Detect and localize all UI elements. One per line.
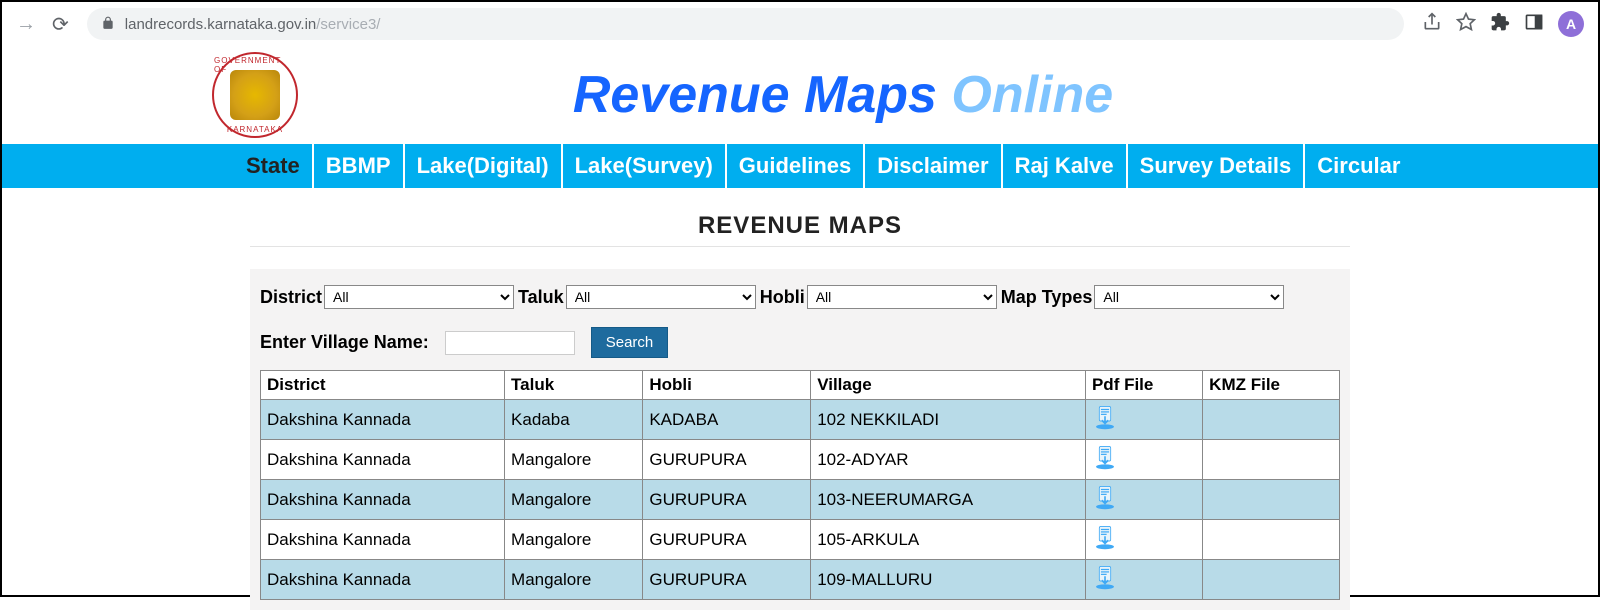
kmz-cell xyxy=(1203,400,1340,440)
address-bar[interactable]: landrecords.karnataka.gov.in/service3/ xyxy=(87,8,1404,40)
table-cell: Mangalore xyxy=(505,480,643,520)
table-cell: Kadaba xyxy=(505,400,643,440)
table-cell: 102 NEKKILADI xyxy=(811,400,1086,440)
table-cell: GURUPURA xyxy=(643,560,811,600)
hobli-select[interactable]: All xyxy=(807,285,997,309)
site-title: Revenue Maps Online xyxy=(298,65,1388,125)
table-cell: Mangalore xyxy=(505,520,643,560)
pdf-cell xyxy=(1085,440,1202,480)
table-cell: Dakshina Kannada xyxy=(261,520,505,560)
browser-toolbar: → ⟳ landrecords.karnataka.gov.in/service… xyxy=(2,2,1598,46)
profile-avatar[interactable]: A xyxy=(1558,11,1584,37)
nav-item-raj-kalve[interactable]: Raj Kalve xyxy=(1003,144,1128,188)
url-text: landrecords.karnataka.gov.in/service3/ xyxy=(125,16,381,33)
maptypes-select[interactable]: All xyxy=(1094,285,1284,309)
share-icon[interactable] xyxy=(1422,12,1442,37)
main-nav: StateBBMPLake(Digital)Lake(Survey)Guidel… xyxy=(2,144,1598,188)
govt-emblem: GOVERNMENT OF KARNATAKA xyxy=(212,52,298,138)
maptypes-label: Map Types xyxy=(1001,287,1093,308)
results-table: DistrictTalukHobliVillagePdf FileKMZ Fil… xyxy=(260,370,1340,600)
bookmark-star-icon[interactable] xyxy=(1456,12,1476,37)
pdf-download-icon[interactable] xyxy=(1092,564,1118,590)
table-cell: KADABA xyxy=(643,400,811,440)
pdf-download-icon[interactable] xyxy=(1092,444,1118,470)
browser-actions: A xyxy=(1422,11,1590,37)
table-cell: Dakshina Kannada xyxy=(261,480,505,520)
taluk-label: Taluk xyxy=(518,287,564,308)
table-cell: 103-NEERUMARGA xyxy=(811,480,1086,520)
table-cell: 105-ARKULA xyxy=(811,520,1086,560)
kmz-cell xyxy=(1203,520,1340,560)
content-area: REVENUE MAPS District All Taluk All Hobl… xyxy=(250,188,1350,610)
column-header: District xyxy=(261,371,505,400)
pdf-download-icon[interactable] xyxy=(1092,524,1118,550)
nav-item-survey-details[interactable]: Survey Details xyxy=(1128,144,1306,188)
table-cell: Mangalore xyxy=(505,440,643,480)
district-label: District xyxy=(260,287,322,308)
pdf-cell xyxy=(1085,400,1202,440)
nav-item-lake-survey-[interactable]: Lake(Survey) xyxy=(563,144,727,188)
section-title: REVENUE MAPS xyxy=(250,212,1350,247)
column-header: Taluk xyxy=(505,371,643,400)
column-header: Pdf File xyxy=(1085,371,1202,400)
nav-item-lake-digital-[interactable]: Lake(Digital) xyxy=(405,144,563,188)
nav-item-bbmp[interactable]: BBMP xyxy=(314,144,405,188)
village-input[interactable] xyxy=(445,331,575,355)
pdf-download-icon[interactable] xyxy=(1092,404,1118,430)
table-body: Dakshina KannadaKadabaKADABA102 NEKKILAD… xyxy=(261,400,1340,600)
pdf-download-icon[interactable] xyxy=(1092,484,1118,510)
nav-item-disclaimer[interactable]: Disclaimer xyxy=(865,144,1002,188)
table-cell: Dakshina Kannada xyxy=(261,560,505,600)
table-header-row: DistrictTalukHobliVillagePdf FileKMZ Fil… xyxy=(261,371,1340,400)
hobli-label: Hobli xyxy=(760,287,805,308)
table-cell: 102-ADYAR xyxy=(811,440,1086,480)
district-select[interactable]: All xyxy=(324,285,514,309)
forward-button[interactable]: → xyxy=(10,13,42,36)
extensions-icon[interactable] xyxy=(1490,12,1510,37)
filter-panel: District All Taluk All Hobli All Map Typ… xyxy=(250,269,1350,610)
village-label: Enter Village Name: xyxy=(260,332,429,353)
taluk-select[interactable]: All xyxy=(566,285,756,309)
pdf-cell xyxy=(1085,520,1202,560)
column-header: KMZ File xyxy=(1203,371,1340,400)
kmz-cell xyxy=(1203,440,1340,480)
column-header: Hobli xyxy=(643,371,811,400)
table-cell: GURUPURA xyxy=(643,480,811,520)
table-row: Dakshina KannadaMangaloreGURUPURA103-NEE… xyxy=(261,480,1340,520)
table-cell: Dakshina Kannada xyxy=(261,400,505,440)
site-header: GOVERNMENT OF KARNATAKA Revenue Maps Onl… xyxy=(2,46,1598,144)
column-header: Village xyxy=(811,371,1086,400)
nav-item-guidelines[interactable]: Guidelines xyxy=(727,144,865,188)
table-row: Dakshina KannadaMangaloreGURUPURA105-ARK… xyxy=(261,520,1340,560)
nav-item-state[interactable]: State xyxy=(234,144,314,188)
search-button[interactable]: Search xyxy=(591,327,669,358)
nav-item-circular[interactable]: Circular xyxy=(1305,144,1412,188)
lock-icon xyxy=(101,16,115,33)
table-cell: GURUPURA xyxy=(643,520,811,560)
kmz-cell xyxy=(1203,480,1340,520)
table-cell: Dakshina Kannada xyxy=(261,440,505,480)
reload-button[interactable]: ⟳ xyxy=(52,12,69,37)
table-cell: 109-MALLURU xyxy=(811,560,1086,600)
pdf-cell xyxy=(1085,480,1202,520)
table-row: Dakshina KannadaMangaloreGURUPURA102-ADY… xyxy=(261,440,1340,480)
side-panel-icon[interactable] xyxy=(1524,12,1544,37)
page-body: GOVERNMENT OF KARNATAKA Revenue Maps Onl… xyxy=(2,46,1598,610)
table-row: Dakshina KannadaKadabaKADABA102 NEKKILAD… xyxy=(261,400,1340,440)
table-row: Dakshina KannadaMangaloreGURUPURA109-MAL… xyxy=(261,560,1340,600)
table-cell: GURUPURA xyxy=(643,440,811,480)
kmz-cell xyxy=(1203,560,1340,600)
pdf-cell xyxy=(1085,560,1202,600)
table-cell: Mangalore xyxy=(505,560,643,600)
